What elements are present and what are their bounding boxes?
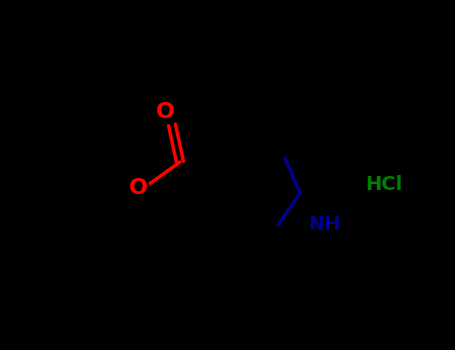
Text: O: O: [128, 178, 147, 198]
Text: NH: NH: [308, 215, 340, 234]
Text: HCl: HCl: [365, 175, 402, 195]
Text: O: O: [156, 102, 175, 122]
